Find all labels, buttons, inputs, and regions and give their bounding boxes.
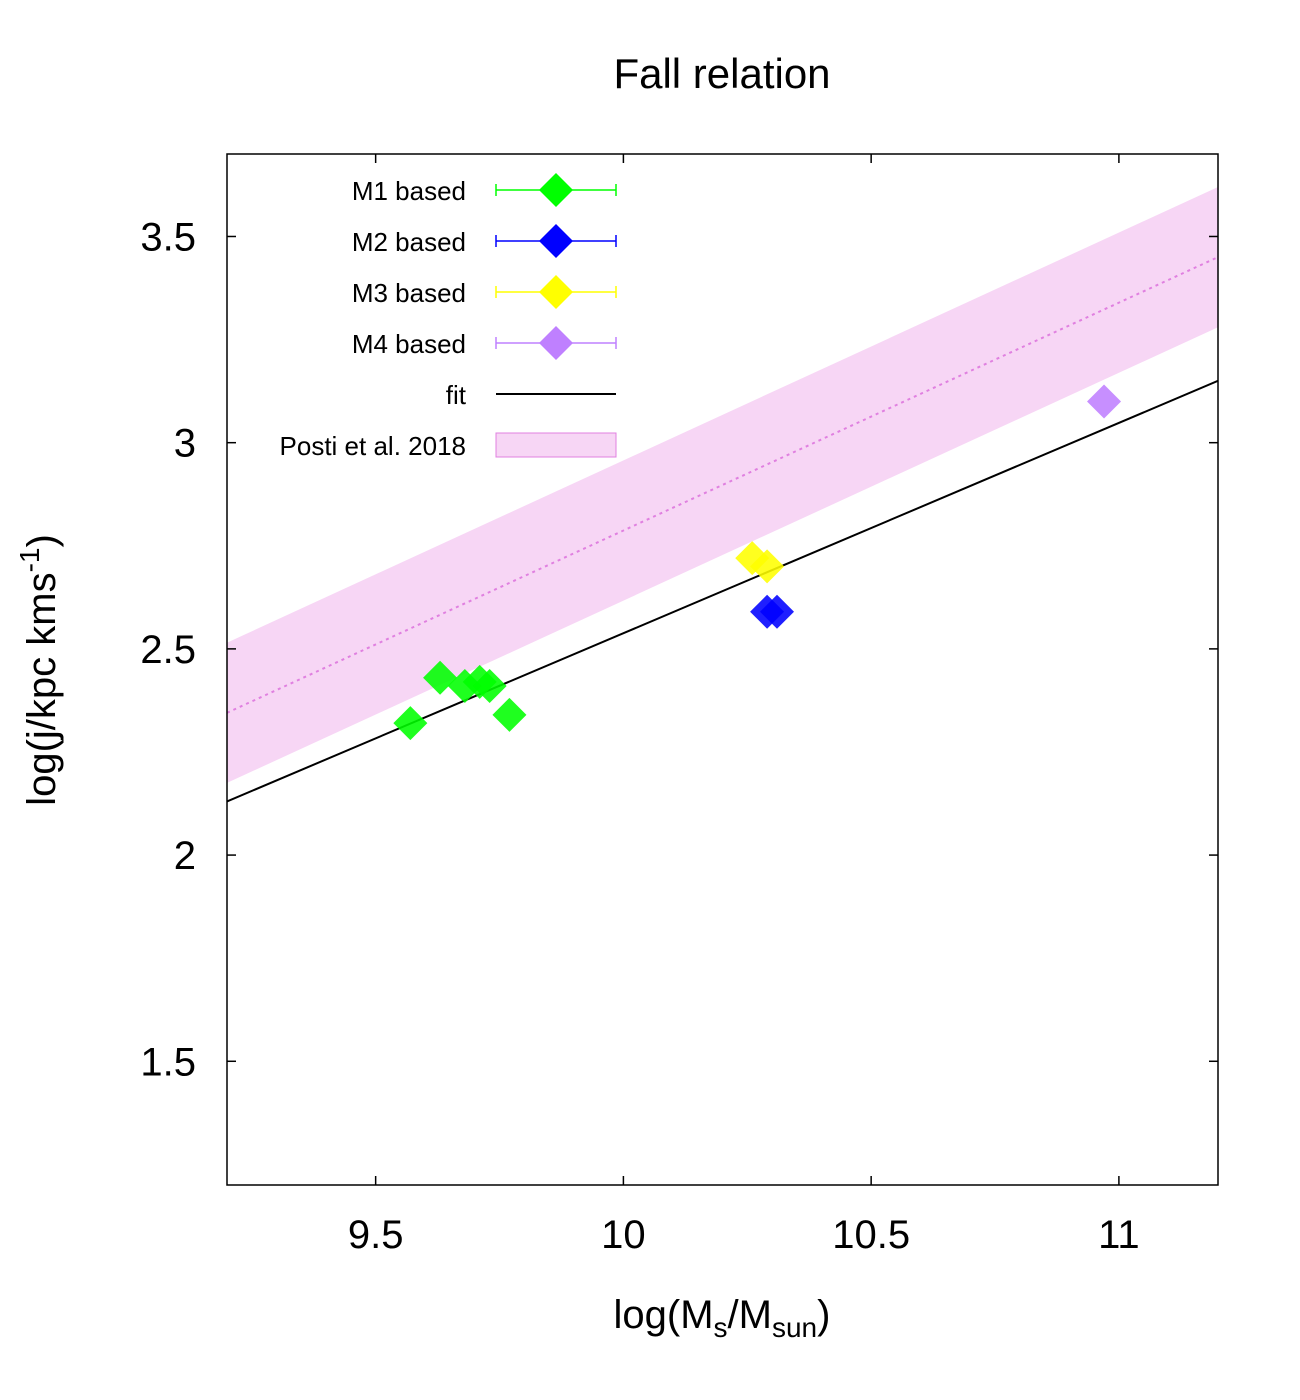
x-axis-label: log(Ms/Msun) — [614, 1293, 831, 1343]
legend-label-m3: M3 based — [352, 278, 466, 308]
plot-area — [227, 186, 1218, 803]
point-m1-based-0 — [393, 706, 428, 741]
legend-band-swatch — [495, 432, 617, 458]
legend-marker — [539, 173, 573, 207]
y-tick-label: 2 — [174, 834, 196, 878]
data-points — [393, 384, 1122, 741]
legend: M1 based M2 based M3 based M4 based fit … — [280, 173, 617, 461]
legend-label-fit: fit — [446, 380, 467, 410]
axis-ticks: 9.5 10 10.5 11 1.5 2 2.5 3 3.5 — [140, 154, 1218, 1257]
x-tick-label: 9.5 — [348, 1213, 404, 1257]
plot-frame — [226, 153, 1219, 1186]
x-tick-label: 11 — [1098, 1213, 1140, 1257]
legend-label-m4: M4 based — [352, 329, 466, 359]
point-m4-based-0 — [1087, 384, 1122, 419]
point-m1-based-5 — [492, 697, 527, 732]
y-axis-label: log(j/kpc kms-1) — [14, 534, 64, 806]
legend-marker — [539, 224, 573, 258]
y-tick-label: 2.5 — [140, 628, 196, 672]
legend-marker — [539, 326, 573, 360]
legend-label-posti: Posti et al. 2018 — [280, 431, 466, 461]
x-tick-label: 10 — [601, 1213, 646, 1257]
legend-label-m1: M1 based — [352, 176, 466, 206]
chart-title: Fall relation — [613, 50, 830, 97]
point-m3-based-1 — [750, 549, 785, 584]
y-tick-label: 1.5 — [140, 1040, 196, 1084]
posti-band — [227, 186, 1218, 783]
point-m2-based-1 — [760, 594, 795, 629]
legend-label-m2: M2 based — [352, 227, 466, 257]
y-tick-label: 3 — [174, 422, 196, 466]
legend-marker — [539, 275, 573, 309]
point-m1-based-4 — [472, 668, 507, 703]
fit-line — [227, 379, 1218, 803]
y-tick-label: 3.5 — [140, 215, 196, 259]
legend-swatches — [495, 173, 617, 458]
x-tick-label: 10.5 — [832, 1213, 910, 1257]
